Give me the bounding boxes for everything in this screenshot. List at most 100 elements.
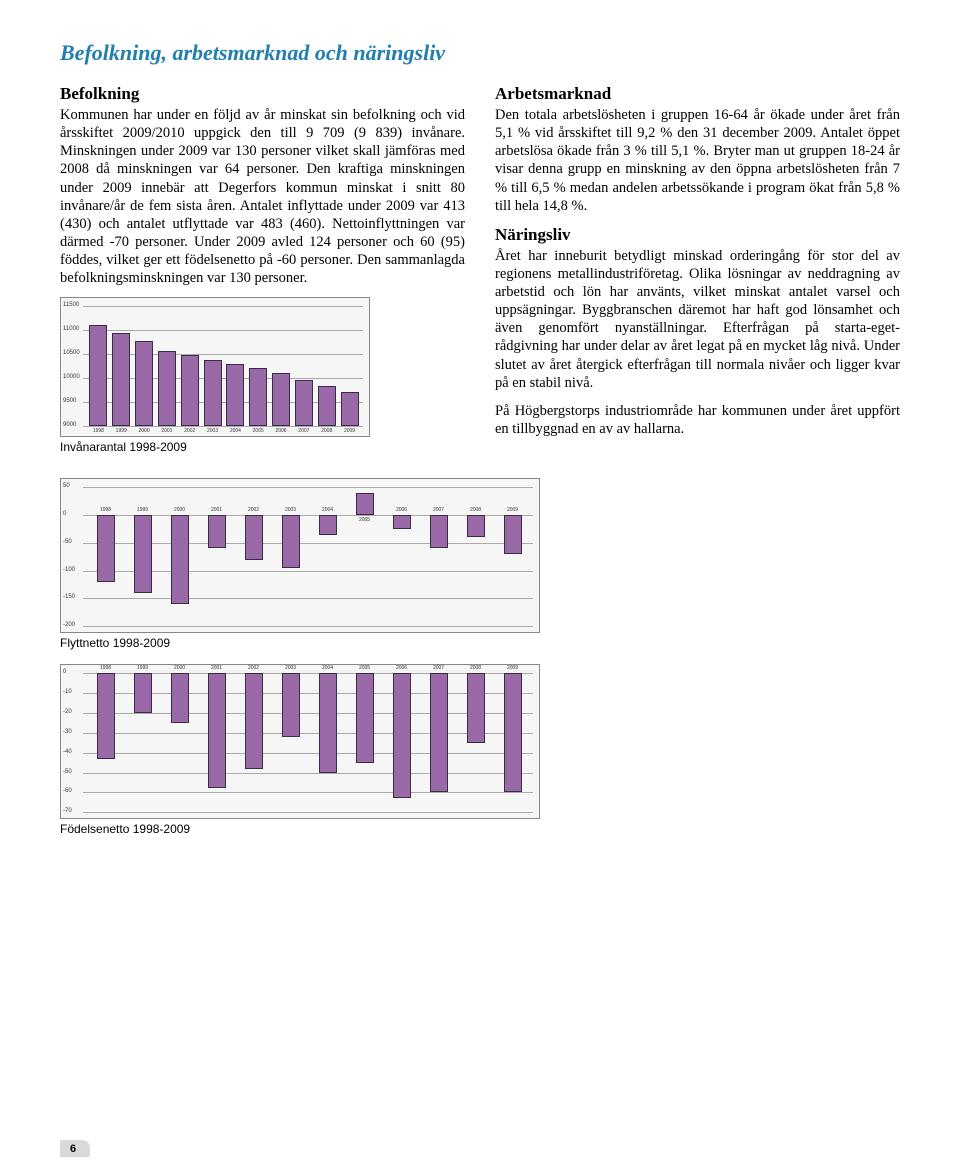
y-axis-label: -150 bbox=[63, 594, 75, 600]
bar-slot: 1998 bbox=[97, 673, 115, 810]
y-axis-label: -100 bbox=[63, 567, 75, 573]
bar-category-label: 2006 bbox=[275, 428, 286, 434]
page-title: Befolkning, arbetsmarknad och näringsliv bbox=[60, 40, 900, 66]
bar bbox=[319, 673, 337, 772]
bars-container: 1998199920002001200220032004200520062007… bbox=[87, 673, 531, 810]
bar-category-label: 2001 bbox=[161, 428, 172, 434]
bar bbox=[272, 373, 290, 426]
bar-category-label: 2008 bbox=[470, 507, 481, 513]
bar-slot: 2006 bbox=[272, 306, 290, 424]
bar bbox=[226, 364, 244, 426]
y-axis-label: -30 bbox=[63, 729, 72, 735]
page-number: 6 bbox=[60, 1140, 90, 1157]
bar-category-label: 2005 bbox=[359, 517, 370, 523]
bar-slot: 1998 bbox=[97, 487, 115, 624]
bar-slot: 1998 bbox=[89, 306, 107, 424]
bar-category-label: 2000 bbox=[174, 507, 185, 513]
bar-slot: 2005 bbox=[356, 673, 374, 810]
bar-slot: 1999 bbox=[134, 673, 152, 810]
chart-caption-fodelsenetto: Födelsenetto 1998-2009 bbox=[60, 822, 522, 836]
y-axis-label: -200 bbox=[63, 622, 75, 628]
bar-slot: 2009 bbox=[504, 487, 522, 624]
bar-category-label: 2009 bbox=[344, 428, 355, 434]
bar-category-label: 2006 bbox=[396, 665, 407, 671]
bar bbox=[282, 673, 300, 737]
y-axis-label: 11500 bbox=[63, 302, 79, 308]
bar-category-label: 2000 bbox=[139, 428, 150, 434]
bar bbox=[504, 515, 522, 554]
bar bbox=[318, 386, 336, 426]
y-axis-label: 0 bbox=[63, 511, 66, 517]
bar-slot: 2006 bbox=[393, 673, 411, 810]
bar-slot: 2008 bbox=[318, 306, 336, 424]
y-axis-label: -10 bbox=[63, 689, 72, 695]
bar-slot: 2001 bbox=[158, 306, 176, 424]
chart-invanarantal: 9000950010000105001100011500199819992000… bbox=[60, 297, 370, 437]
bar-slot: 2008 bbox=[467, 487, 485, 624]
y-axis-label: 10000 bbox=[63, 374, 80, 380]
bar bbox=[393, 515, 411, 529]
bar-slot: 2004 bbox=[226, 306, 244, 424]
bar-slot: 2002 bbox=[181, 306, 199, 424]
bar-category-label: 2006 bbox=[396, 507, 407, 513]
bar-slot: 2003 bbox=[204, 306, 222, 424]
bar-slot: 2003 bbox=[282, 487, 300, 624]
bar-slot: 2000 bbox=[135, 306, 153, 424]
left-column: Befolkning Kommunen har under en följd a… bbox=[60, 84, 465, 468]
bar-category-label: 2004 bbox=[230, 428, 241, 434]
bar-category-label: 2008 bbox=[470, 665, 481, 671]
bar-slot: 2001 bbox=[208, 487, 226, 624]
bar-category-label: 2004 bbox=[322, 665, 333, 671]
bar bbox=[204, 360, 222, 426]
bar bbox=[249, 368, 267, 427]
bar-slot: 2005 bbox=[356, 487, 374, 624]
bar-slot: 2000 bbox=[171, 673, 189, 810]
bar-slot: 2000 bbox=[171, 487, 189, 624]
bar bbox=[430, 673, 448, 792]
y-axis-label: 10500 bbox=[63, 350, 80, 356]
bar-category-label: 2002 bbox=[248, 665, 259, 671]
y-axis-label: -50 bbox=[63, 769, 72, 775]
bar-category-label: 1998 bbox=[100, 507, 111, 513]
bar-slot: 2002 bbox=[245, 673, 263, 810]
bar-slot: 2009 bbox=[341, 306, 359, 424]
bar-slot: 1999 bbox=[134, 487, 152, 624]
bar-slot: 2004 bbox=[319, 673, 337, 810]
chart-flyttnetto: -200-150-100-500501998199920002001200220… bbox=[60, 478, 540, 633]
bar bbox=[135, 341, 153, 426]
bar bbox=[341, 392, 359, 426]
chart-gridline bbox=[83, 626, 533, 627]
bar-category-label: 2003 bbox=[285, 665, 296, 671]
bar bbox=[158, 351, 176, 426]
y-axis-label: 0 bbox=[63, 669, 66, 675]
bar bbox=[295, 380, 313, 427]
bar-category-label: 1998 bbox=[93, 428, 104, 434]
bar bbox=[467, 515, 485, 537]
bar-category-label: 1999 bbox=[137, 507, 148, 513]
paragraph-arbetsmarknad: Den totala arbetslösheten i gruppen 16-6… bbox=[495, 106, 900, 215]
heading-befolkning: Befolkning bbox=[60, 84, 465, 104]
bar bbox=[504, 673, 522, 792]
bar-category-label: 2003 bbox=[285, 507, 296, 513]
bar bbox=[112, 333, 130, 427]
bar-category-label: 2009 bbox=[507, 665, 518, 671]
bar bbox=[282, 515, 300, 568]
bar-category-label: 2002 bbox=[248, 507, 259, 513]
bar bbox=[89, 325, 107, 426]
bar bbox=[171, 673, 189, 723]
text-columns: Befolkning Kommunen har under en följd a… bbox=[60, 84, 900, 468]
bar bbox=[245, 515, 263, 559]
bar-category-label: 2007 bbox=[433, 507, 444, 513]
bar-category-label: 2007 bbox=[298, 428, 309, 434]
bar-category-label: 2007 bbox=[433, 665, 444, 671]
bar bbox=[134, 515, 152, 593]
bar bbox=[356, 493, 374, 515]
heading-naringsliv: Näringsliv bbox=[495, 225, 900, 245]
bar bbox=[97, 673, 115, 758]
bar-category-label: 2008 bbox=[321, 428, 332, 434]
bar-category-label: 2001 bbox=[211, 665, 222, 671]
y-axis-label: -60 bbox=[63, 788, 72, 794]
bar-slot: 2008 bbox=[467, 673, 485, 810]
heading-arbetsmarknad: Arbetsmarknad bbox=[495, 84, 900, 104]
y-axis-label: 9500 bbox=[63, 398, 76, 404]
